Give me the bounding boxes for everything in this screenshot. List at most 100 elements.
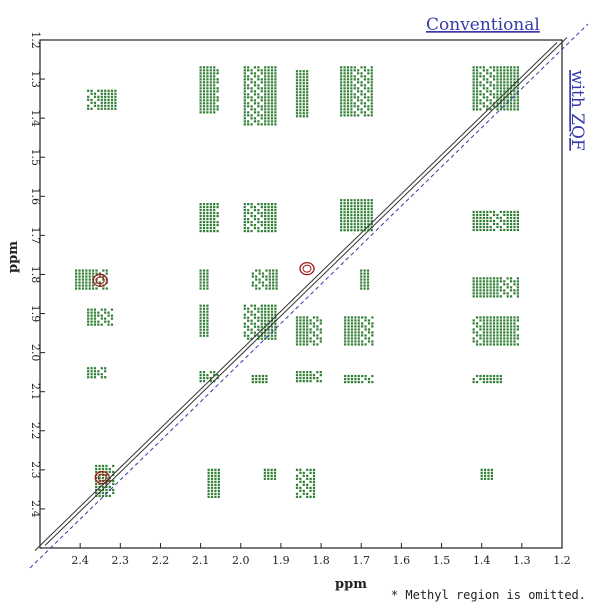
y-tick-label: 1.4 bbox=[29, 109, 42, 127]
peak-dot bbox=[340, 226, 343, 229]
peak-dot bbox=[482, 343, 485, 346]
peak-dot bbox=[202, 325, 206, 328]
peak-dot bbox=[482, 222, 485, 226]
peak-dot bbox=[344, 374, 347, 378]
peak-dot bbox=[506, 84, 509, 87]
peak-dot bbox=[81, 287, 85, 290]
peak-dot bbox=[486, 343, 489, 346]
peak-dot bbox=[267, 93, 270, 96]
peak-dot bbox=[108, 485, 111, 489]
peak-dot bbox=[202, 230, 206, 233]
peak-dot bbox=[247, 316, 250, 319]
peak-dot bbox=[357, 380, 360, 384]
peak-dot bbox=[206, 334, 209, 337]
peak-dot bbox=[206, 230, 209, 233]
peak-dot bbox=[350, 111, 353, 114]
peak-dot bbox=[475, 216, 479, 220]
peak-dot bbox=[214, 486, 217, 489]
peak-dot bbox=[268, 278, 271, 281]
peak-dot bbox=[274, 316, 277, 319]
peak-dot bbox=[367, 322, 371, 325]
peak-dot bbox=[216, 90, 219, 93]
y-tick-label: 1.8 bbox=[29, 266, 42, 284]
peak-dot bbox=[302, 377, 305, 380]
peak-dot bbox=[316, 343, 319, 346]
peak-dot bbox=[357, 316, 360, 319]
peak-dot bbox=[87, 314, 90, 317]
peak-dot bbox=[273, 474, 277, 477]
peak-dot bbox=[270, 322, 274, 325]
cross-peak-block bbox=[87, 308, 114, 326]
peak-dot bbox=[100, 317, 103, 320]
peak-dot bbox=[274, 322, 277, 325]
peak-dot bbox=[370, 214, 373, 217]
peak-dot bbox=[199, 325, 202, 328]
peak-dot bbox=[263, 474, 266, 477]
peak-dot bbox=[270, 69, 274, 72]
cross-peak-block bbox=[344, 316, 374, 346]
peak-dot bbox=[247, 105, 250, 108]
peak-dot bbox=[206, 102, 209, 105]
peak-dot bbox=[85, 272, 88, 275]
peak-dot bbox=[265, 275, 268, 278]
peak-dot bbox=[503, 87, 506, 90]
peak-dot bbox=[343, 223, 346, 226]
peak-dot bbox=[486, 319, 489, 322]
peak-dot bbox=[360, 66, 363, 69]
cross-peak-block bbox=[480, 468, 493, 480]
peak-dot bbox=[206, 281, 209, 284]
peak-dot bbox=[217, 477, 220, 480]
peak-dot bbox=[496, 325, 499, 328]
peak-dot bbox=[264, 331, 267, 334]
peak-dot bbox=[274, 227, 277, 230]
peak-dot bbox=[360, 217, 363, 220]
x-tick-label: 1.4 bbox=[473, 554, 491, 567]
peak-dot bbox=[114, 101, 117, 104]
peak-dot bbox=[496, 69, 499, 72]
peak-dot bbox=[267, 212, 270, 215]
peak-dot bbox=[264, 81, 267, 84]
peak-dot bbox=[509, 331, 513, 334]
peak-dot bbox=[306, 94, 309, 97]
peak-dot bbox=[513, 228, 516, 232]
peak-dot bbox=[509, 108, 513, 111]
peak-dot bbox=[95, 488, 98, 492]
peak-dot bbox=[274, 334, 277, 337]
peak-dot bbox=[207, 489, 210, 492]
peak-dot bbox=[257, 319, 260, 322]
peak-dot bbox=[216, 81, 219, 84]
peak-dot bbox=[509, 210, 513, 214]
peak-dot bbox=[253, 108, 257, 111]
peak-dot bbox=[346, 90, 350, 93]
peak-dot bbox=[363, 114, 367, 117]
peak-dot bbox=[492, 84, 496, 87]
peak-dot bbox=[267, 227, 270, 230]
peak-dot bbox=[344, 322, 347, 325]
peak-dot bbox=[350, 322, 354, 325]
peak-dot bbox=[306, 380, 309, 383]
peak-dot bbox=[302, 343, 305, 346]
peak-dot bbox=[199, 230, 202, 233]
peak-dot bbox=[199, 328, 202, 331]
peak-dot bbox=[247, 337, 250, 340]
peak-dot bbox=[350, 319, 354, 322]
peak-dot bbox=[516, 316, 519, 319]
peak-dot bbox=[506, 75, 509, 78]
peak-dot bbox=[316, 334, 319, 337]
peak-dot bbox=[264, 120, 267, 123]
peak-dot bbox=[263, 468, 266, 471]
peak-dot bbox=[206, 108, 209, 111]
peak-dot bbox=[274, 331, 277, 334]
peak-dot bbox=[302, 109, 305, 112]
peak-dot bbox=[88, 269, 91, 272]
peak-dot bbox=[499, 322, 502, 325]
peak-dot bbox=[503, 105, 506, 108]
peak-dot bbox=[516, 108, 519, 111]
peak-dot bbox=[367, 202, 370, 205]
peak-dot bbox=[207, 471, 210, 474]
peak-dot bbox=[516, 319, 519, 322]
peak-dot bbox=[490, 468, 493, 471]
peak-dot bbox=[472, 84, 475, 87]
peak-dot bbox=[257, 307, 260, 310]
peak-dot bbox=[270, 215, 274, 218]
